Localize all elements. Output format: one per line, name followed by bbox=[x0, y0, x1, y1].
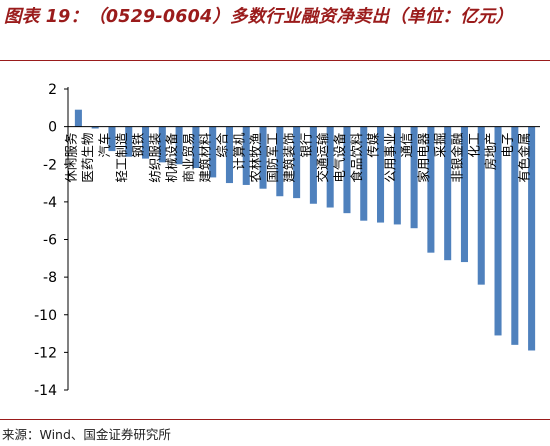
category-label: 纺织服装 bbox=[147, 133, 162, 183]
bar bbox=[158, 126, 166, 163]
category-label: 电子 bbox=[500, 133, 515, 158]
bars bbox=[74, 109, 536, 351]
bar bbox=[511, 126, 519, 345]
y-axis-ticks: 2 0 -2 -4 -6 -8 -10 -12 -14 bbox=[34, 82, 68, 399]
bar-chart: 2 0 -2 -4 -6 -8 -10 -12 -14 休闲服务 医药生物 汽车 轻工制造 钢铁 纺织服装… bbox=[34, 82, 540, 399]
bar bbox=[91, 126, 99, 129]
bar bbox=[309, 126, 317, 204]
category-label: 非银金融 bbox=[449, 132, 464, 183]
category-label: 化工 bbox=[466, 133, 481, 158]
y-tick-label: 2 bbox=[48, 82, 57, 98]
bar bbox=[477, 126, 485, 285]
bar bbox=[393, 126, 401, 225]
category-label: 电气设备 bbox=[332, 132, 347, 183]
category-label: 交通运输 bbox=[315, 132, 330, 183]
bar bbox=[360, 126, 368, 221]
bar bbox=[125, 126, 133, 157]
bar bbox=[142, 126, 150, 159]
bar bbox=[242, 126, 250, 185]
footer-divider bbox=[0, 419, 550, 420]
category-label: 计算机 bbox=[231, 132, 246, 170]
bar bbox=[175, 126, 183, 165]
bar bbox=[225, 126, 233, 184]
category-label: 通信 bbox=[399, 133, 414, 158]
category-label: 银行 bbox=[298, 133, 313, 158]
bar bbox=[377, 126, 385, 223]
bar bbox=[293, 126, 301, 199]
category-label: 房地产 bbox=[483, 133, 498, 171]
title-divider bbox=[0, 60, 550, 61]
y-tick-label: -10 bbox=[34, 308, 57, 324]
bar bbox=[410, 126, 418, 229]
bar bbox=[74, 109, 82, 127]
category-label: 建筑材料 bbox=[198, 132, 213, 183]
category-label: 机械设备 bbox=[164, 132, 179, 183]
category-label: 家用电器 bbox=[416, 132, 431, 183]
category-label: 综合 bbox=[214, 132, 229, 158]
bar bbox=[444, 126, 452, 261]
category-label: 商业贸易 bbox=[181, 133, 196, 183]
bar bbox=[259, 126, 267, 189]
category-label: 传媒 bbox=[366, 132, 381, 158]
y-tick-label: -8 bbox=[43, 270, 57, 286]
category-label: 休闲服务 bbox=[63, 133, 78, 183]
bar bbox=[108, 126, 116, 152]
y-tick-label: -4 bbox=[43, 195, 57, 211]
y-tick-label: -12 bbox=[34, 345, 57, 361]
bar bbox=[427, 126, 435, 253]
category-label: 医药生物 bbox=[80, 133, 95, 183]
y-tick-label: -6 bbox=[43, 233, 57, 249]
category-label: 公用事业 bbox=[382, 133, 397, 183]
category-label: 有色金属 bbox=[517, 133, 532, 183]
category-label: 农林牧渔 bbox=[248, 133, 263, 183]
bar bbox=[494, 126, 502, 336]
y-tick-label: -2 bbox=[43, 157, 57, 173]
bar bbox=[460, 126, 468, 263]
category-label: 钢铁 bbox=[131, 132, 146, 158]
bar bbox=[276, 126, 284, 197]
bar bbox=[528, 126, 536, 351]
category-label: 食品饮料 bbox=[349, 132, 364, 183]
category-label: 建筑装饰 bbox=[282, 133, 297, 183]
bar bbox=[326, 126, 334, 208]
category-label: 国防军工 bbox=[265, 133, 280, 183]
category-label: 轻工制造 bbox=[114, 132, 129, 183]
bar bbox=[343, 126, 351, 214]
chart-title: 图表 19：（0529-0604）多数行业融资净卖出（单位：亿元） bbox=[4, 7, 514, 27]
y-tick-label: -14 bbox=[34, 383, 57, 399]
source-note: 来源：Wind、国金证券研究所 bbox=[2, 427, 171, 442]
bar bbox=[209, 126, 217, 178]
category-labels: 休闲服务 医药生物 汽车 轻工制造 钢铁 纺织服装 机械设备 商业贸易 建筑材料 综合 计算机 农林牧… bbox=[63, 132, 531, 183]
category-label: 汽车 bbox=[97, 133, 112, 158]
y-tick-label: 0 bbox=[48, 120, 57, 136]
bar bbox=[192, 126, 200, 169]
category-label: 采掘 bbox=[433, 133, 448, 158]
